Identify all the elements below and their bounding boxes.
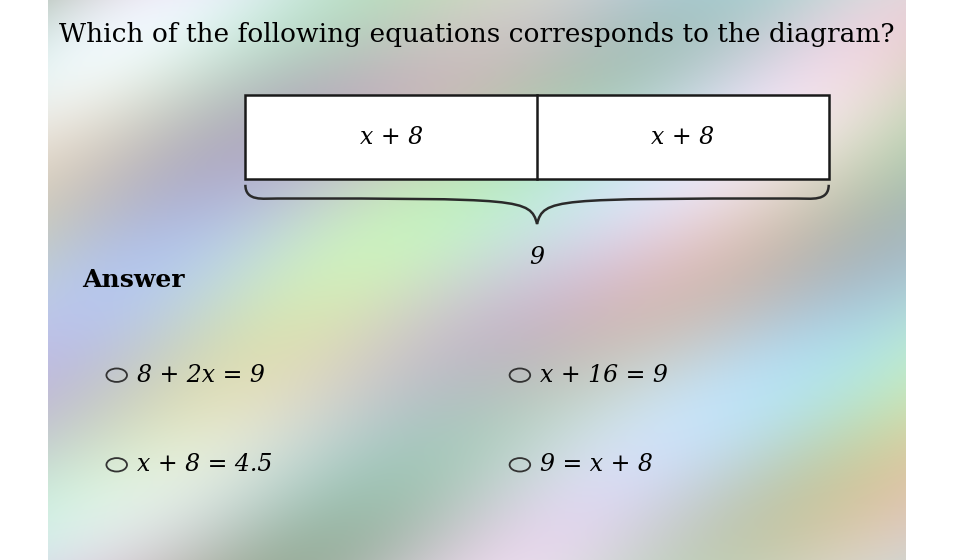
Text: x + 8: x + 8 (359, 125, 422, 149)
Text: 9 = x + 8: 9 = x + 8 (540, 453, 653, 477)
Text: x + 8: x + 8 (651, 125, 714, 149)
Text: 9: 9 (529, 246, 544, 269)
Text: Which of the following equations corresponds to the diagram?: Which of the following equations corresp… (59, 22, 894, 48)
Text: Answer: Answer (82, 268, 185, 292)
Text: 8 + 2x = 9: 8 + 2x = 9 (137, 363, 265, 387)
Text: x + 16 = 9: x + 16 = 9 (540, 363, 668, 387)
FancyBboxPatch shape (245, 95, 828, 179)
Text: x + 8 = 4.5: x + 8 = 4.5 (137, 453, 273, 477)
